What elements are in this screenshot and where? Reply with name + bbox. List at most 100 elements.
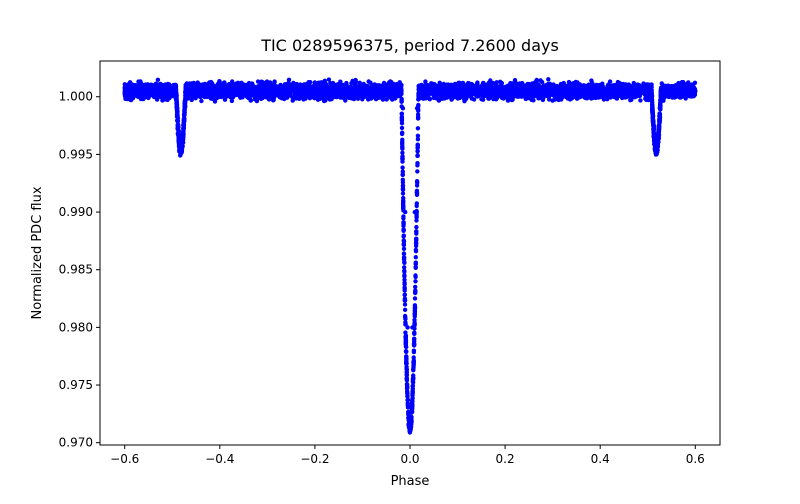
data-point	[628, 98, 633, 103]
data-point	[437, 80, 442, 86]
data-point	[329, 92, 334, 97]
chart-title: TIC 0289596375, period 7.2600 days	[260, 36, 559, 55]
data-point	[480, 80, 486, 86]
data-point	[449, 85, 454, 90]
data-point	[400, 165, 405, 170]
data-point	[140, 87, 145, 93]
data-point	[285, 84, 290, 89]
data-point	[686, 80, 691, 85]
data-point	[415, 137, 421, 142]
data-point	[675, 94, 680, 99]
data-point	[205, 94, 210, 100]
data-point	[278, 85, 283, 91]
data-point	[399, 125, 405, 131]
data-point	[281, 87, 286, 92]
data-point	[210, 96, 215, 102]
data-point	[332, 88, 338, 93]
data-point	[583, 95, 588, 101]
data-point	[681, 80, 686, 85]
data-point	[319, 88, 325, 94]
data-point	[193, 96, 198, 101]
data-point	[264, 95, 269, 100]
data-point	[546, 77, 551, 82]
data-point	[146, 93, 151, 99]
data-point	[546, 97, 552, 102]
data-point	[160, 98, 165, 103]
data-point	[475, 93, 480, 98]
data-point	[400, 150, 405, 155]
data-point	[415, 133, 421, 138]
data-point	[366, 79, 371, 84]
data-point	[532, 90, 538, 95]
data-point	[199, 98, 204, 104]
data-point	[624, 90, 630, 95]
data-point	[326, 77, 332, 82]
data-point	[507, 92, 512, 98]
data-point	[519, 94, 524, 99]
data-point	[316, 94, 321, 99]
data-point	[541, 88, 546, 93]
data-point	[255, 92, 260, 97]
data-point	[634, 87, 639, 93]
data-point	[415, 163, 420, 168]
data-point	[229, 98, 235, 104]
data-points	[122, 77, 698, 435]
data-point	[308, 80, 313, 85]
data-point	[558, 81, 564, 87]
data-point	[413, 247, 419, 253]
data-point	[412, 296, 418, 301]
data-point	[273, 85, 278, 91]
data-point	[526, 87, 531, 92]
data-point	[666, 94, 671, 99]
data-point	[402, 292, 407, 298]
data-point	[391, 94, 396, 99]
data-point	[494, 80, 499, 85]
data-point	[469, 96, 475, 101]
data-point	[683, 96, 688, 101]
data-point	[423, 79, 428, 84]
data-point	[338, 79, 343, 84]
data-point	[402, 260, 407, 265]
data-point	[445, 84, 450, 89]
data-point	[454, 92, 459, 97]
data-point	[402, 255, 407, 260]
data-point	[616, 93, 622, 98]
data-point	[429, 81, 434, 86]
data-point	[155, 77, 161, 83]
data-point	[202, 81, 208, 87]
data-point	[328, 80, 333, 86]
data-point	[299, 92, 304, 97]
data-point	[589, 78, 594, 83]
data-point	[521, 87, 526, 92]
data-point	[603, 92, 608, 97]
data-point	[122, 90, 127, 96]
data-point	[353, 77, 358, 83]
data-point	[520, 83, 525, 88]
data-point	[638, 98, 643, 103]
data-point	[486, 92, 492, 98]
data-point	[255, 79, 261, 84]
data-point	[514, 83, 519, 89]
data-point	[552, 97, 557, 102]
data-point	[547, 81, 553, 87]
data-point	[635, 82, 640, 87]
data-point	[231, 82, 236, 87]
data-point	[217, 80, 222, 85]
data-point	[286, 77, 292, 83]
data-point	[357, 80, 362, 86]
data-point	[597, 82, 602, 88]
data-point	[494, 95, 500, 101]
data-point	[685, 92, 690, 98]
data-point	[579, 87, 584, 92]
data-point	[127, 80, 133, 85]
data-point	[626, 86, 632, 92]
data-point	[560, 92, 566, 97]
data-point	[349, 81, 354, 86]
data-point	[523, 96, 528, 102]
data-point	[261, 84, 266, 89]
data-point	[473, 83, 479, 88]
data-point	[686, 84, 691, 89]
